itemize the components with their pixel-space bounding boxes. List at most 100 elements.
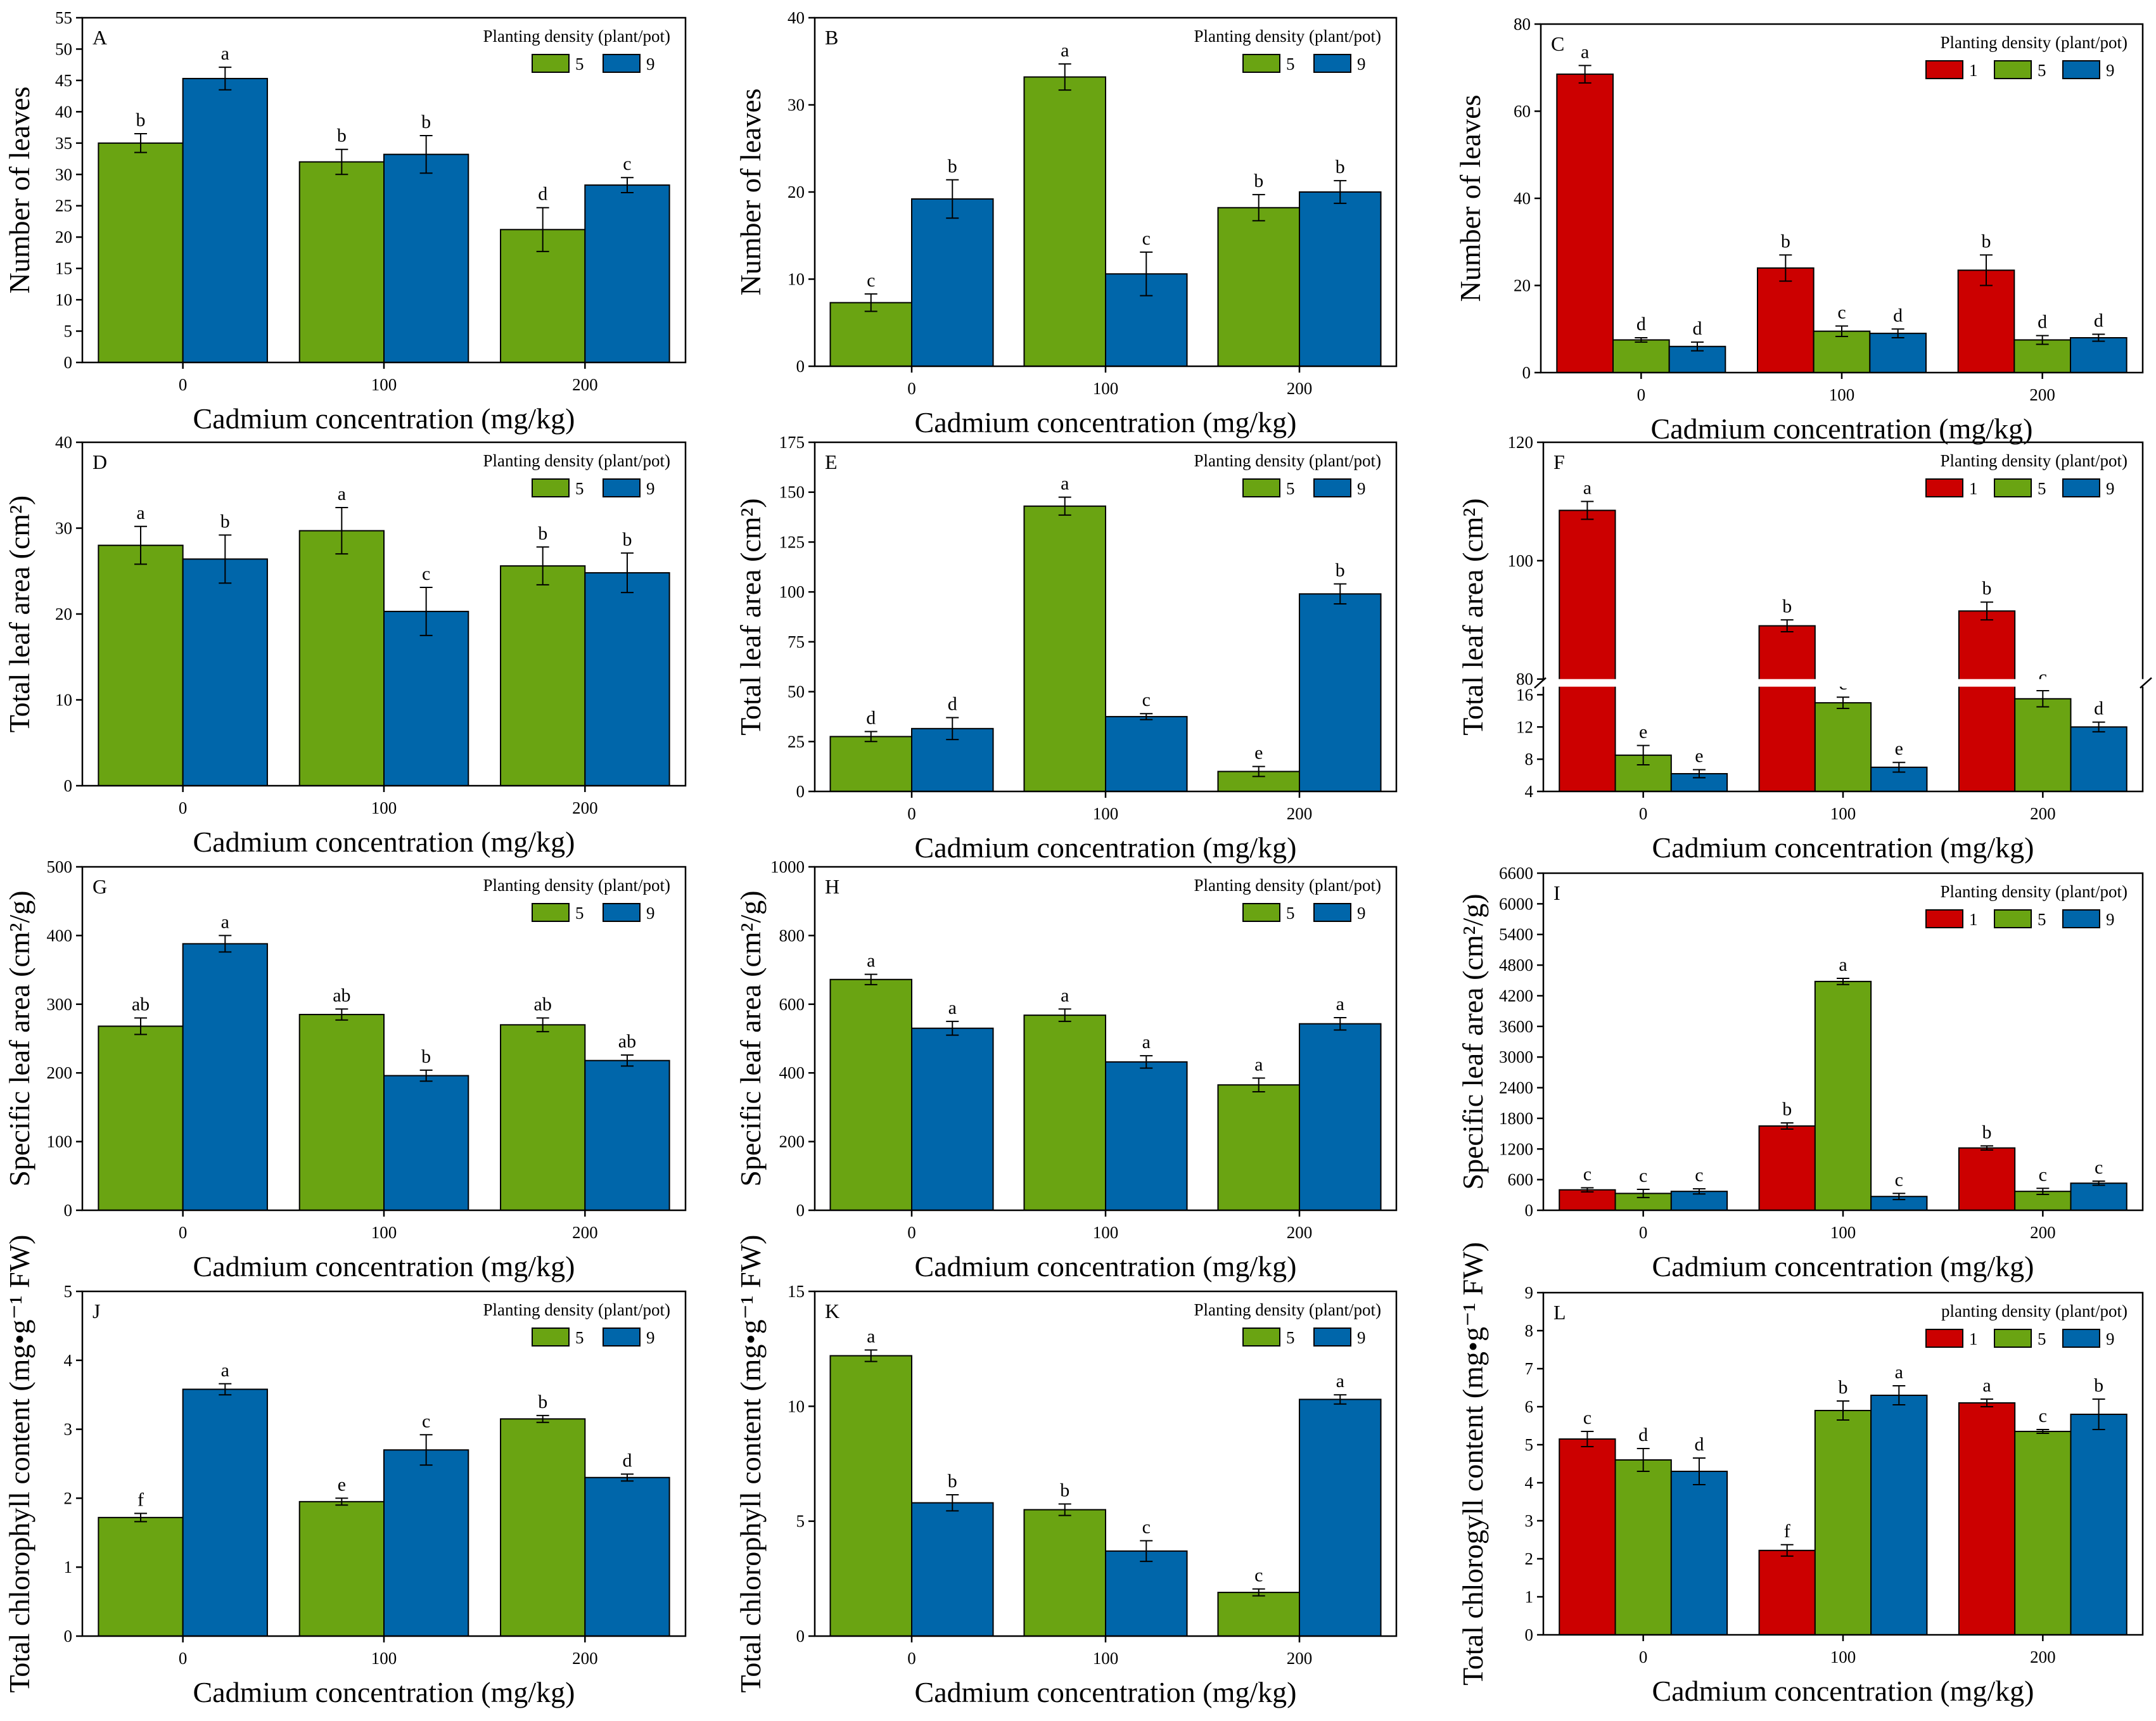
error-bar-a-s5-c200: [536, 207, 549, 252]
y-tick-label: 15: [788, 1282, 805, 1301]
bar-g-s5-c0: [98, 1025, 184, 1211]
legend-title: Planting density (plant/pot): [483, 451, 670, 470]
y-tick-label: 10: [55, 691, 72, 710]
chart-panel-a: b b d a b c 0 5 10 15 20 25 30 35 40 45 50 55 0 100 200 Cadmi…: [3, 8, 687, 435]
legend-label-5: 5: [575, 904, 584, 923]
legend-title: Planting density (plant/pot): [1194, 1300, 1381, 1319]
error-bar-j-s5-c0: [134, 1513, 148, 1523]
y-tick-label: 80: [1516, 670, 1533, 689]
significance-letter: d: [2094, 310, 2103, 331]
panel-letter: E: [825, 451, 838, 473]
y-axis-title: Specific leaf area (cm²/g): [3, 890, 35, 1186]
bar-i-s1-c100: [1758, 1125, 1816, 1211]
x-tick-label: 100: [1093, 804, 1119, 823]
panel-letter: I: [1553, 881, 1560, 904]
bar-d-s9-c0: [182, 558, 268, 786]
y-axis-title: Total chlorogyll content (mg•g⁻¹ FW): [1457, 1242, 1489, 1686]
y-tick-label: 40: [1514, 189, 1531, 208]
significance-letter: d: [1638, 1424, 1648, 1445]
bar-e-s5-c0: [829, 736, 913, 792]
y-tick-label: 0: [64, 353, 73, 372]
bar-l-s5-c200: [2014, 1431, 2072, 1635]
y-tick-label: 120: [1508, 433, 1534, 452]
legend-label-9: 9: [2106, 479, 2115, 498]
error-bar-g-s5-c200: [536, 1017, 549, 1033]
legend-label-9: 9: [646, 1328, 655, 1347]
significance-letter: a: [221, 911, 229, 932]
x-axis-title: Cadmium concentration (mg/kg): [915, 1250, 1297, 1283]
legend: Planting density (plant/pot) 5 9: [483, 27, 670, 74]
legend-label-9: 9: [646, 54, 655, 74]
legend-label-1: 1: [1969, 61, 1978, 80]
error-bar-d-s9-c100: [419, 586, 433, 636]
error-bar-i-s1-c0: [1581, 1187, 1594, 1193]
error-bar-j-s5-c200: [536, 1414, 549, 1423]
y-tick-label: 0: [1525, 1201, 1534, 1220]
legend: Planting density (plant/pot) 5 9: [1194, 876, 1381, 923]
panel-letter: K: [825, 1300, 839, 1322]
y-tick-label: 200: [47, 1063, 73, 1082]
y-tick-label: 40: [55, 433, 72, 452]
bar-e-s9-c100: [1105, 715, 1188, 792]
significance-letter: d: [622, 1450, 632, 1471]
error-bar-l-s1-c100: [1780, 1544, 1794, 1557]
y-axis-title: Specific leaf area (cm²/g): [734, 890, 767, 1186]
significance-letter: e: [338, 1474, 346, 1495]
error-bar-f-s5-c0: [1636, 745, 1650, 766]
bar-a-s9-c100: [383, 153, 469, 363]
error-bar-k-s5-c100: [1058, 1503, 1071, 1516]
y-tick-label: 600: [779, 995, 805, 1014]
error-bar-j-s9-c0: [219, 1383, 232, 1396]
legend-title: Planting density (plant/pot): [1941, 882, 2127, 901]
legend-label-9: 9: [1357, 904, 1366, 923]
bar-h-s9-c0: [911, 1027, 994, 1212]
significance-letter: b: [538, 1392, 547, 1412]
bar-l-s1-c100: [1758, 1549, 1816, 1635]
significance-letter: a: [1061, 985, 1069, 1006]
significance-letter: b: [337, 125, 347, 146]
y-tick-label: 2: [64, 1488, 73, 1507]
y-tick-label: 400: [779, 1063, 805, 1082]
y-tick-label: 5: [64, 1282, 73, 1301]
legend-label-1: 1: [1969, 479, 1978, 498]
bar-g-s9-c0: [182, 943, 268, 1212]
bar-g-s9-c100: [383, 1075, 469, 1212]
y-axis-title: Number of leaves: [3, 87, 35, 294]
x-tick-label: 200: [572, 1223, 598, 1242]
x-tick-label: 100: [1093, 1223, 1119, 1242]
x-tick-label: 0: [907, 379, 916, 398]
significance-letter: c: [1837, 302, 1846, 323]
y-tick-label: 60: [1514, 102, 1531, 121]
error-bar-k-s9-c0: [946, 1494, 959, 1512]
y-tick-label: 125: [779, 532, 805, 551]
legend-label-9: 9: [646, 904, 655, 923]
y-tick-label: 100: [1508, 551, 1534, 570]
y-tick-label: 0: [64, 1201, 73, 1220]
error-bar-l-s9-c200: [2092, 1398, 2105, 1430]
significance-letter: a: [1061, 473, 1069, 494]
x-axis-title: Cadmium concentration (mg/kg): [193, 1676, 575, 1708]
y-tick-label: 3000: [1499, 1047, 1533, 1066]
significance-letter: d: [866, 708, 876, 729]
x-tick-label: 100: [1830, 1647, 1856, 1667]
y-tick-label: 15: [55, 259, 72, 278]
error-bar-i-s9-c100: [1892, 1193, 1906, 1201]
significance-letter: e: [1639, 722, 1647, 743]
error-bar-i-s1-c200: [1981, 1145, 1994, 1151]
error-bar-f-s1-c100: [1780, 619, 1794, 632]
significance-letter: e: [1695, 746, 1703, 767]
error-bar-a-s5-c100: [335, 148, 348, 176]
legend-title: Planting density (plant/pot): [483, 27, 670, 46]
y-tick-label: 5: [796, 1512, 805, 1531]
legend-swatch-9: [603, 903, 641, 922]
legend-label-5: 5: [2038, 479, 2046, 498]
error-bar-g-s9-c200: [620, 1054, 634, 1067]
y-tick-label: 1800: [1499, 1109, 1533, 1128]
y-tick-label: 0: [796, 357, 805, 376]
bar-i-s9-c200: [2070, 1182, 2127, 1211]
bar-k-s9-c100: [1105, 1550, 1188, 1637]
legend-swatch-1: [1925, 909, 1963, 928]
y-tick-label: 4: [64, 1351, 73, 1370]
bar-d-s9-c200: [584, 572, 670, 787]
legend-label-9: 9: [646, 479, 655, 498]
